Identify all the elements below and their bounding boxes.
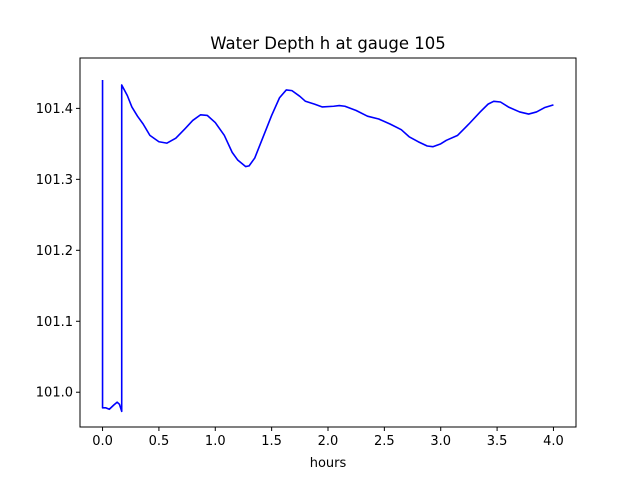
x-tick-label: 3.5 — [487, 434, 508, 449]
x-axis-label: hours — [310, 456, 347, 471]
plot-frame — [79, 57, 577, 428]
plot-area — [80, 58, 576, 427]
y-tick-label: 101.1 — [36, 315, 73, 330]
chart-title: Water Depth h at gauge 105 — [210, 34, 445, 53]
series-layer — [101, 80, 554, 413]
x-axis-ticks: 0.0 0.5 1.0 1.5 2.0 2.5 3.0 3.5 4.0 — [92, 427, 564, 449]
x-tick-label: 2.0 — [318, 434, 339, 449]
x-tick-label: 3.0 — [430, 434, 451, 449]
y-tick-label: 101.4 — [36, 102, 73, 117]
x-tick-label: 4.0 — [543, 434, 564, 449]
x-tick-label: 1.5 — [261, 434, 282, 449]
x-tick-label: 0.5 — [149, 434, 170, 449]
x-tick-label: 0.0 — [92, 434, 113, 449]
y-tick-label: 101.3 — [36, 173, 73, 188]
x-tick-label: 2.5 — [374, 434, 395, 449]
series-line-0 — [101, 80, 554, 413]
y-tick-label: 101.0 — [36, 386, 73, 401]
y-axis-ticks: 101.0 101.1 101.2 101.3 101.4 — [36, 102, 80, 401]
y-tick-label: 101.2 — [36, 244, 73, 259]
x-tick-label: 1.0 — [205, 434, 226, 449]
